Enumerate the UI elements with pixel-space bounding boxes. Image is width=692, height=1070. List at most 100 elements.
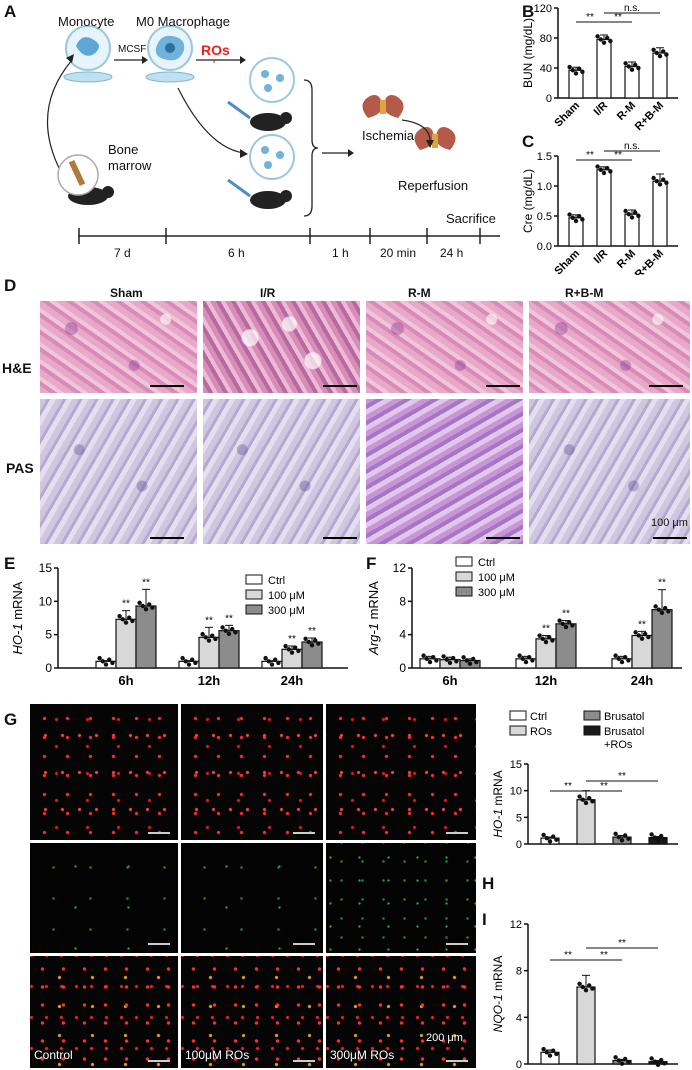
sig-bracket-text: ** xyxy=(618,771,626,782)
data-point xyxy=(605,35,610,41)
col-sham: Sham xyxy=(110,286,143,300)
data-point xyxy=(663,605,668,611)
data-point xyxy=(595,164,600,169)
data-point xyxy=(147,602,152,607)
data-point xyxy=(563,624,569,630)
data-point xyxy=(180,655,185,661)
data-point xyxy=(447,660,453,666)
fluor-scalebar-label: 200 μm xyxy=(426,1032,463,1044)
timeline-label: 24 h xyxy=(440,246,464,260)
data-point xyxy=(580,984,585,990)
m0-label: M0 Macrophage xyxy=(136,14,230,29)
y-axis-label: HO-1 mRNA xyxy=(10,581,25,654)
data-point xyxy=(659,833,664,839)
data-point xyxy=(200,631,205,637)
bar xyxy=(576,799,596,845)
y-axis-label-unit: mRNA xyxy=(366,581,381,623)
mouse-icon-2 xyxy=(250,191,286,209)
legend-label: Ctrl xyxy=(530,711,547,723)
panel-label-d: D xyxy=(4,276,17,295)
data-point xyxy=(286,647,291,652)
data-point xyxy=(226,631,232,637)
data-point xyxy=(657,182,663,187)
fluor-control-merge: Control xyxy=(30,956,178,1068)
data-point xyxy=(653,604,658,609)
data-point xyxy=(616,656,621,662)
data-point xyxy=(451,655,456,661)
x-tick-label: 12h xyxy=(198,673,220,688)
he-rbm-image xyxy=(529,301,690,393)
reperfusion-label: Reperfusion xyxy=(398,178,469,193)
y-axis-label: NQO-1 mRNA xyxy=(491,956,505,1033)
data-point xyxy=(666,609,671,614)
sig-bracket-text: ** xyxy=(564,781,572,792)
data-point xyxy=(303,636,308,641)
data-point xyxy=(130,618,135,624)
data-point xyxy=(616,834,621,840)
legend-label: Brusatol xyxy=(604,711,644,723)
y-tick-label: 1.5 xyxy=(537,151,552,163)
data-point xyxy=(570,623,575,628)
y-tick-label: 80 xyxy=(540,33,552,45)
data-point xyxy=(633,630,638,635)
panel-label-i: I xyxy=(482,910,487,929)
data-point xyxy=(527,655,532,660)
data-point xyxy=(474,659,479,665)
y-tick-label: 0.0 xyxy=(537,241,552,253)
y-axis-label-unit: mRNA xyxy=(491,770,505,809)
dish-icon xyxy=(63,71,113,83)
data-point xyxy=(117,613,122,619)
data-point xyxy=(580,797,585,802)
data-point xyxy=(230,626,235,632)
y-tick-label: 0 xyxy=(516,1059,522,1070)
data-point xyxy=(464,658,469,663)
he-rm-image xyxy=(366,301,523,393)
mouse-icon xyxy=(250,113,286,131)
legend-label: Ctrl xyxy=(268,575,285,587)
data-point xyxy=(605,166,610,171)
sig-marker: ** xyxy=(562,609,570,620)
x-tick-label: R-M xyxy=(615,248,638,271)
bar xyxy=(540,1051,560,1065)
data-point xyxy=(570,68,575,73)
data-point xyxy=(190,657,195,662)
sig-marker: ** xyxy=(288,634,296,645)
data-point xyxy=(306,639,311,645)
legend-label: 300 μM xyxy=(478,587,515,599)
data-point xyxy=(520,656,525,662)
y-tick-label: 4 xyxy=(516,1012,522,1024)
fluor-300-red xyxy=(326,704,476,840)
bar xyxy=(652,52,668,99)
data-point xyxy=(123,620,129,625)
y-axis-label: HO-1 mRNA xyxy=(491,770,505,837)
panel-label-c: C xyxy=(522,132,535,151)
y-tick-label: 12 xyxy=(393,561,407,575)
data-point xyxy=(636,65,641,71)
timeline-label: 1 h xyxy=(332,246,349,260)
timeline-label: 20 min xyxy=(380,246,417,260)
x-tick-label: R-M xyxy=(615,100,638,123)
sig-marker: ** xyxy=(142,577,150,588)
sig-bracket-text: n.s. xyxy=(624,3,640,14)
data-point xyxy=(551,1048,556,1053)
legend-swatch xyxy=(455,556,473,567)
data-point xyxy=(629,67,635,72)
fluor-control-red xyxy=(30,704,178,840)
data-point xyxy=(598,37,603,42)
legend-swatch xyxy=(245,574,263,585)
x-tick-label: Sham xyxy=(552,99,582,129)
schematic-diagram xyxy=(46,25,500,244)
data-point xyxy=(619,838,625,843)
data-point xyxy=(595,34,600,39)
data-point xyxy=(103,662,109,667)
sig-bracket-text: ** xyxy=(564,950,572,961)
data-point xyxy=(619,1061,625,1066)
data-point xyxy=(543,639,549,645)
data-point xyxy=(643,631,648,637)
bar xyxy=(596,169,612,247)
y-axis-label-gene: Arg-1 xyxy=(366,623,381,656)
data-point xyxy=(127,615,132,620)
legend-swatch xyxy=(455,571,473,582)
data-point xyxy=(283,643,288,649)
